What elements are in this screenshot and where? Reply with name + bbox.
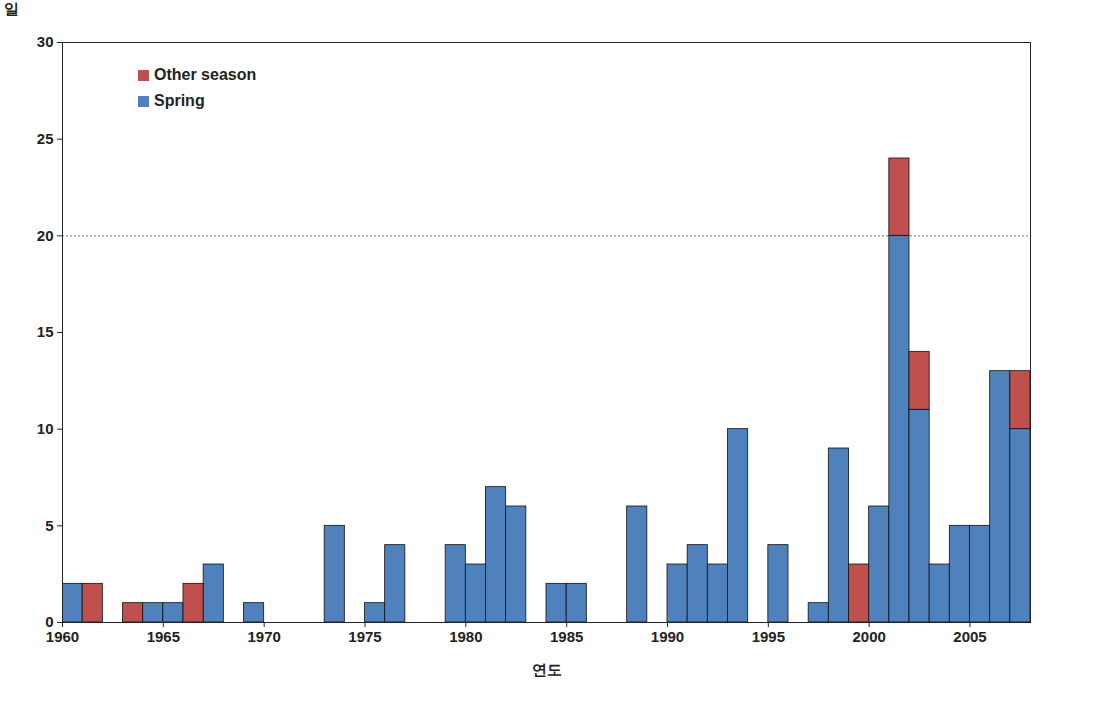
svg-text:1965: 1965: [147, 628, 180, 645]
svg-text:5: 5: [45, 517, 53, 534]
svg-text:30: 30: [37, 33, 54, 50]
svg-text:0: 0: [45, 613, 54, 631]
svg-text:1985: 1985: [550, 628, 583, 645]
html-text:Other season: Other season: [154, 66, 257, 83]
svg-text:1970: 1970: [247, 628, 280, 645]
svg-text:25: 25: [37, 130, 54, 147]
svg-text:20: 20: [37, 227, 54, 244]
svg-text:15: 15: [37, 323, 54, 340]
svg-text:1980: 1980: [449, 628, 482, 645]
svg-text:일: 일: [4, 0, 19, 17]
svg-text:1960: 1960: [46, 628, 79, 645]
svg-text:1990: 1990: [651, 628, 684, 645]
svg-text:1995: 1995: [752, 628, 785, 645]
svg-text:1975: 1975: [348, 628, 381, 645]
html-text:Spring: Spring: [154, 92, 205, 109]
svg-text:연도: 연도: [532, 661, 562, 678]
svg-text:2000: 2000: [852, 628, 885, 645]
svg-text:10: 10: [37, 420, 54, 437]
svg-text:2005: 2005: [953, 628, 986, 645]
